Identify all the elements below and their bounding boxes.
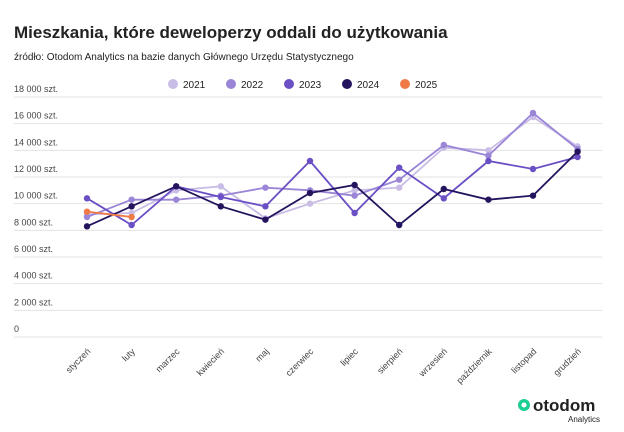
- data-point: [128, 213, 135, 221]
- legend-marker: [400, 79, 410, 89]
- data-point: [306, 157, 314, 165]
- legend-label: 2023: [299, 80, 322, 91]
- legend-marker: [226, 79, 236, 89]
- data-point: [485, 196, 492, 203]
- y-tick-label: 12 000 szt.: [14, 164, 58, 174]
- logo: otodom Analytics: [518, 396, 600, 424]
- data-point: [396, 164, 403, 171]
- data-point: [529, 192, 537, 199]
- y-tick-label: 0: [14, 324, 19, 334]
- data-point: [262, 184, 269, 191]
- series: [83, 148, 581, 230]
- data-point: [83, 213, 91, 221]
- logo-icon-hole: [521, 402, 527, 408]
- y-tick-label: 2 000 szt.: [14, 297, 53, 307]
- legend-label: 2021: [183, 80, 206, 91]
- data-point: [128, 196, 135, 203]
- data-point: [440, 185, 447, 193]
- data-point: [396, 184, 403, 191]
- y-tick-label: 10 000 szt.: [14, 191, 58, 201]
- data-point: [396, 176, 403, 183]
- series-line: [86, 210, 132, 218]
- series-line: [86, 151, 579, 228]
- legend-marker: [168, 79, 178, 89]
- y-tick-label: 16 000 szt.: [14, 111, 58, 121]
- data-point: [173, 196, 180, 203]
- data-point: [83, 223, 91, 230]
- data-point: [262, 203, 269, 210]
- data-point: [351, 187, 358, 194]
- data-point: [396, 221, 403, 229]
- data-point: [574, 148, 581, 155]
- legend-marker: [284, 79, 294, 89]
- data-point: [485, 147, 492, 154]
- y-tick-label: 6 000 szt.: [14, 244, 53, 254]
- legend-label: 2022: [241, 80, 264, 91]
- data-point: [173, 183, 180, 190]
- data-point: [262, 216, 269, 223]
- data-point: [83, 195, 91, 202]
- series-line: [86, 156, 578, 227]
- chart-subtitle: źródło: Otodom Analytics na bazie danych…: [14, 52, 354, 63]
- data-point: [574, 153, 581, 161]
- data-point: [351, 181, 358, 189]
- data-point: [485, 157, 492, 165]
- data-point: [217, 183, 224, 190]
- y-tick-label: 8 000 szt.: [14, 217, 53, 227]
- series: [83, 208, 135, 221]
- legend-label: 2024: [357, 80, 380, 91]
- data-point: [440, 195, 447, 202]
- series-line: [86, 111, 579, 218]
- data-point: [306, 200, 314, 207]
- series-line: [86, 115, 579, 220]
- data-point: [217, 203, 224, 210]
- logo-name: otodom: [533, 396, 595, 415]
- data-point: [440, 141, 447, 149]
- data-point: [128, 221, 135, 229]
- data-point: [217, 193, 224, 201]
- data-point: [529, 165, 537, 173]
- data-point: [306, 189, 314, 197]
- y-tick-label: 4 000 szt.: [14, 271, 53, 281]
- legend-marker: [342, 79, 352, 89]
- y-tick-label: 14 000 szt.: [14, 137, 58, 147]
- data-point: [83, 208, 91, 215]
- y-tick-label: 18 000 szt.: [14, 84, 58, 94]
- chart-title: Mieszkania, które deweloperzy oddali do …: [14, 23, 448, 42]
- logo-sub: Analytics: [568, 415, 600, 424]
- legend-label: 2025: [415, 80, 438, 91]
- data-point: [351, 209, 358, 217]
- data-point: [351, 192, 358, 199]
- data-point: [128, 203, 135, 210]
- data-point: [485, 152, 492, 159]
- data-point: [529, 109, 537, 117]
